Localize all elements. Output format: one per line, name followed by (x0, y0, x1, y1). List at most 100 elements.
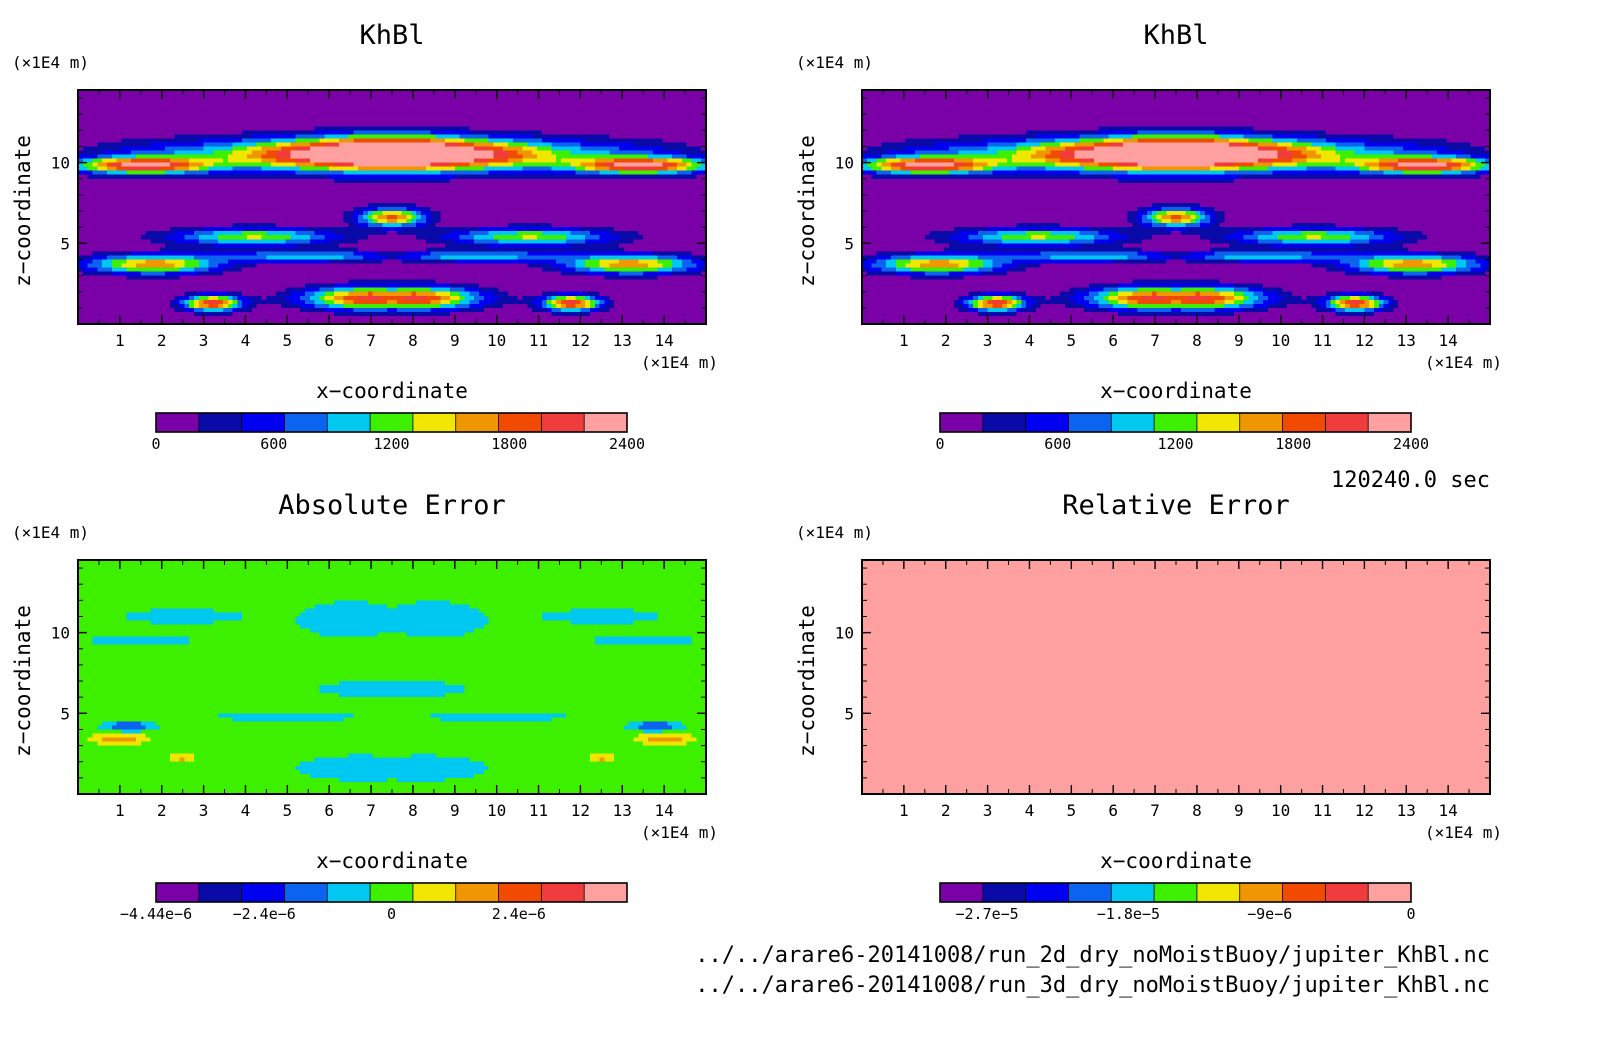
heatmap-cell (460, 98, 465, 103)
heatmap-cell (513, 106, 518, 111)
heatmap-cell (411, 191, 416, 196)
heatmap-cell (83, 191, 88, 196)
heatmap-cell (518, 191, 523, 196)
heatmap-cell (692, 155, 697, 160)
heatmap-cell (527, 163, 532, 168)
heatmap-cell (513, 130, 518, 135)
heatmap-cell (266, 183, 271, 188)
heatmap-cell (213, 183, 218, 188)
heatmap-cell (518, 195, 523, 200)
heatmap-cell (682, 118, 687, 123)
heatmap-cell (204, 167, 209, 172)
heatmap-cell (600, 155, 605, 160)
heatmap-cell (609, 183, 614, 188)
heatmap-cell (663, 191, 668, 196)
heatmap-cell (218, 151, 223, 156)
heatmap-cell (112, 167, 117, 172)
heatmap-cell (445, 175, 450, 180)
heatmap-cell (358, 167, 363, 172)
heatmap-cell (493, 195, 498, 200)
heatmap-cell (310, 138, 315, 143)
heatmap-cell (667, 98, 672, 103)
heatmap-cell (566, 130, 571, 135)
heatmap-cell (619, 114, 624, 119)
heatmap-cell (387, 106, 392, 111)
heatmap-cell (421, 110, 426, 115)
heatmap-cell (131, 142, 136, 147)
heatmap-cell (493, 106, 498, 111)
heatmap-cell (431, 142, 436, 147)
heatmap-cell (353, 110, 358, 115)
heatmap-cell (373, 187, 378, 192)
heatmap-cell (349, 94, 354, 99)
heatmap-cell (460, 142, 465, 147)
heatmap-cell (252, 146, 257, 151)
heatmap-cell (131, 110, 136, 115)
heatmap-cell (421, 191, 426, 196)
heatmap-cell (629, 122, 634, 127)
heatmap-cell (266, 146, 271, 151)
heatmap-cell (440, 195, 445, 200)
heatmap-cell (160, 94, 165, 99)
heatmap-cell (382, 106, 387, 111)
heatmap-cell (629, 159, 634, 164)
heatmap-cell (291, 138, 296, 143)
heatmap-cell (527, 94, 532, 99)
heatmap-cell (97, 134, 102, 139)
heatmap-cell (648, 110, 653, 115)
heatmap-cell (320, 142, 325, 147)
heatmap-cell (286, 159, 291, 164)
heatmap-cell (262, 199, 267, 204)
heatmap-cell (455, 134, 460, 139)
heatmap-cell (460, 106, 465, 111)
heatmap-cell (692, 175, 697, 180)
heatmap-cell (571, 187, 576, 192)
heatmap-cell (435, 163, 440, 168)
heatmap-cell (252, 114, 257, 119)
heatmap-cell (392, 142, 397, 147)
heatmap-cell (411, 183, 416, 188)
heatmap-cell (421, 146, 426, 151)
heatmap-cell (324, 159, 329, 164)
heatmap-cell (175, 183, 180, 188)
heatmap-cell (609, 106, 614, 111)
heatmap-cell (522, 171, 527, 176)
heatmap-cell (672, 199, 677, 204)
heatmap-cell (532, 146, 537, 151)
heatmap-cell (136, 163, 141, 168)
heatmap-cell (537, 138, 542, 143)
heatmap-cell (121, 155, 126, 160)
heatmap-cell (329, 114, 334, 119)
heatmap-cell (155, 187, 160, 192)
heatmap-cell (493, 155, 498, 160)
heatmap-cell (233, 203, 238, 208)
heatmap-cell (92, 110, 97, 115)
heatmap-cell (590, 163, 595, 168)
heatmap-cell (653, 183, 658, 188)
heatmap-cell (498, 183, 503, 188)
heatmap-cell (165, 167, 170, 172)
heatmap-cell (189, 155, 194, 160)
heatmap-cell (199, 155, 204, 160)
heatmap-cell (527, 146, 532, 151)
heatmap-cell (329, 163, 334, 168)
heatmap-cell (291, 195, 296, 200)
heatmap-cell (590, 114, 595, 119)
heatmap-cell (576, 171, 581, 176)
heatmap-cell (629, 102, 634, 107)
heatmap-cell (102, 122, 107, 127)
heatmap-cell (213, 114, 218, 119)
heatmap-cell (643, 118, 648, 123)
heatmap-cell (295, 183, 300, 188)
heatmap-cell (295, 142, 300, 147)
heatmap-cell (532, 134, 537, 139)
heatmap-cell (329, 142, 334, 147)
heatmap-cell (233, 199, 238, 204)
heatmap-cell (503, 163, 508, 168)
heatmap-cell (518, 167, 523, 172)
heatmap-cell (315, 195, 320, 200)
heatmap-cell (358, 126, 363, 131)
heatmap-cell (600, 94, 605, 99)
heatmap-cell (295, 94, 300, 99)
heatmap-cell (643, 106, 648, 111)
